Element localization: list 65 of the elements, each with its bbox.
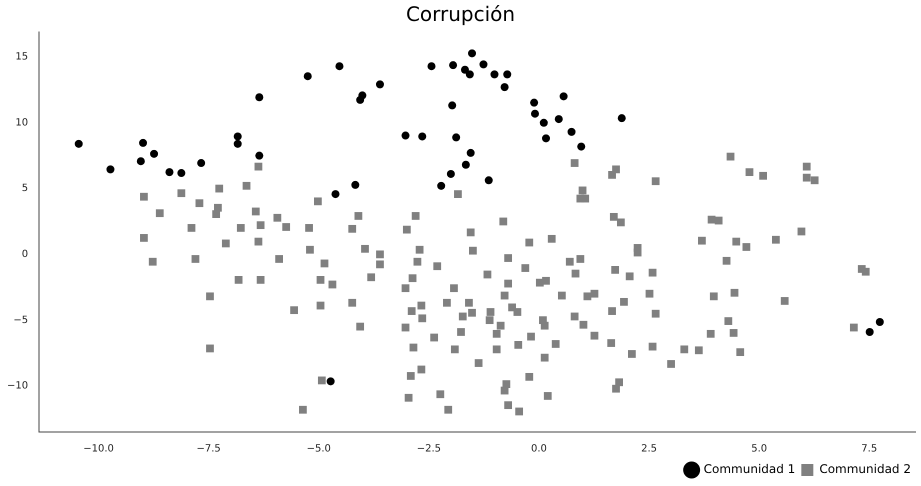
point <box>437 182 446 190</box>
point <box>106 165 114 174</box>
point <box>165 168 174 176</box>
point <box>479 60 488 68</box>
point <box>234 132 242 140</box>
point <box>150 150 158 158</box>
y-tick-label: 15 <box>15 52 28 63</box>
x-tick-label: −2.5 <box>416 444 442 455</box>
y-tick-label: 10 <box>15 117 28 128</box>
y-tick-label: −10 <box>6 380 28 392</box>
point <box>139 138 148 147</box>
point <box>326 377 335 386</box>
y-tick-label: −5 <box>13 314 28 326</box>
point <box>484 176 493 184</box>
point <box>468 49 476 58</box>
point <box>530 110 539 118</box>
point <box>335 62 344 70</box>
point <box>351 180 360 189</box>
point <box>358 91 366 100</box>
point <box>876 318 884 326</box>
point <box>618 114 626 122</box>
point <box>177 169 186 178</box>
y-tick-label: 0 <box>22 248 28 260</box>
point <box>568 128 576 136</box>
point <box>255 152 264 160</box>
point <box>866 328 874 336</box>
legend-label: Communidad 2 <box>819 462 912 476</box>
point <box>490 70 498 78</box>
point <box>452 133 460 142</box>
point <box>460 66 469 74</box>
x-tick-label: −5.0 <box>306 444 331 455</box>
x-tick-label: 5.0 <box>751 444 768 455</box>
x-tick-label: 7.5 <box>861 444 878 455</box>
x-tick-label: −10.0 <box>83 444 114 455</box>
point <box>560 92 568 100</box>
point <box>428 62 436 70</box>
point <box>448 101 456 110</box>
point <box>255 93 264 102</box>
point <box>74 140 83 148</box>
point <box>446 170 455 178</box>
point <box>234 140 242 148</box>
point <box>500 83 509 92</box>
x-tick-label: −7.5 <box>196 444 221 455</box>
point <box>331 190 340 198</box>
chart-title: Corrupción <box>406 2 516 26</box>
point <box>540 118 548 127</box>
point <box>462 160 470 169</box>
point <box>577 142 586 151</box>
point <box>466 148 475 157</box>
legend-label: Communidad 1 <box>704 462 796 476</box>
point <box>554 115 563 124</box>
point <box>503 70 512 78</box>
y-tick-label: 5 <box>22 183 28 194</box>
x-tick-label: 0.0 <box>531 444 547 455</box>
point <box>530 98 538 107</box>
point <box>418 132 426 140</box>
point <box>466 70 474 78</box>
point <box>449 61 458 70</box>
point <box>402 132 410 140</box>
point <box>136 157 145 166</box>
point <box>197 159 206 168</box>
point <box>376 80 384 88</box>
point <box>542 134 550 142</box>
point <box>304 72 312 80</box>
x-tick-label: 2.5 <box>641 444 658 455</box>
